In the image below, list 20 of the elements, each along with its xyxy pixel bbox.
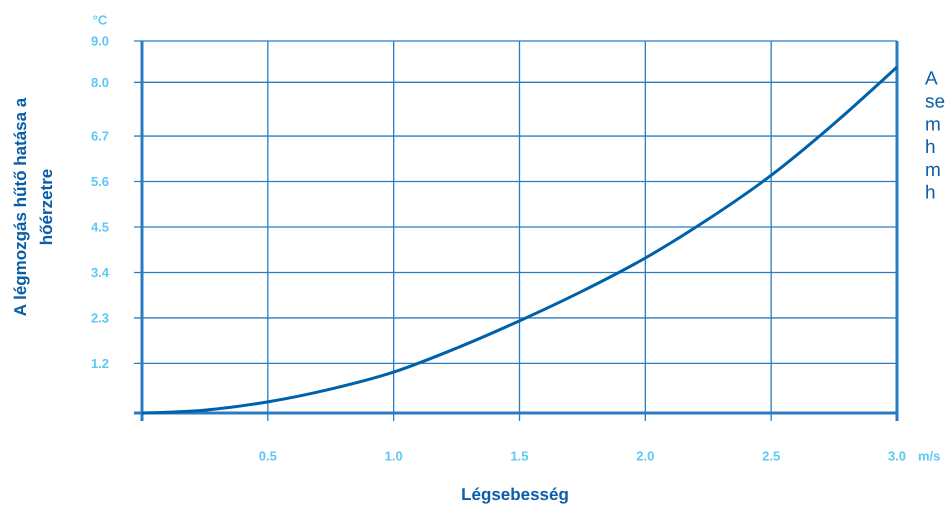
x-tick-label: 2.0 [636,448,654,464]
x-axis-title: Légsebesség [461,485,569,504]
y-tick-label: 2.3 [90,310,110,326]
text: A se m h m h [925,68,946,204]
y-tick-label: 1.2 [90,356,110,371]
y-tick-label: 5.6 [90,174,110,190]
line-series [140,66,898,414]
x-tick-label: 2.5 [762,448,780,464]
y-tick-label: 9.0 [90,34,110,49]
y-tick-label: 8.0 [90,74,110,90]
y-tick-label: 6.7 [90,128,110,144]
text: m/s [918,448,940,464]
x-tick-label: 1.5 [510,448,529,464]
y-axis-title: A légmozgás hűtő hatása a hőérzetre [11,97,56,316]
y-tick-label: 3.4 [90,265,110,280]
text: °C [92,12,108,28]
y-tick-label: 4.5 [90,220,110,235]
x-tick-label: 3.0 [888,448,906,464]
x-tick-label: 0.5 [258,448,277,464]
x-tick-label: 1.0 [384,448,403,464]
